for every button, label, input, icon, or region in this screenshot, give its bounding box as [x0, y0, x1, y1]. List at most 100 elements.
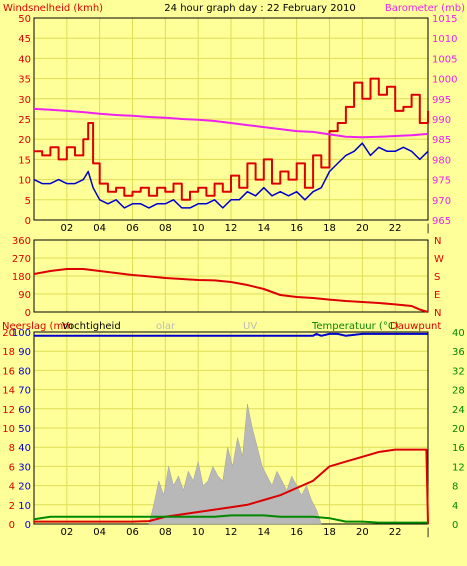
y-tick-label: 980	[432, 155, 451, 166]
x-tick-label: 08	[159, 223, 172, 234]
x-tick-label: 08	[159, 527, 172, 538]
x-tick-label: 18	[323, 527, 336, 538]
y-tick-label: 35	[18, 75, 31, 86]
y-tick-label: 50	[18, 424, 31, 435]
x-tick-label: 20	[356, 527, 369, 538]
dewpoint-line	[33, 514, 428, 524]
x-tick-label: 16	[290, 527, 303, 538]
y-tick-label: 25	[18, 115, 31, 126]
y-tick-label: 4	[9, 482, 15, 493]
y-tick-label: 0	[25, 520, 31, 531]
y-tick-label: 36	[452, 347, 465, 358]
x-tick-label: 12	[225, 223, 238, 234]
y-tick-label: 45	[18, 34, 31, 45]
barometer-ticks: 965 970 975 980 985 990 995 1000 1005 1010 1015	[432, 14, 457, 227]
x-tick-label: 12	[225, 527, 238, 538]
y-tick-label: 15	[18, 155, 31, 166]
y-tick-label: 12	[2, 405, 15, 416]
humidity-line	[34, 332, 428, 337]
y-tick-label: 970	[432, 196, 451, 207]
y-tick-label: 20	[18, 135, 31, 146]
y-tick-label: 1000	[432, 75, 457, 86]
solar-area	[148, 403, 322, 525]
dewpoint-axis-title: Dauwpunt	[390, 321, 441, 332]
y-tick-label: 32	[452, 366, 465, 377]
y-tick-label: 270	[12, 254, 31, 265]
y-tick-label: 0	[9, 520, 15, 531]
y-tick-label: 20	[2, 328, 15, 339]
temperature-ticks: 0 4 8 12 16 20 24 28 32 36 40	[452, 328, 465, 531]
y-tick-label: 14	[2, 386, 15, 397]
solar-axis-title: olar	[156, 321, 176, 332]
y-tick-label: 80	[18, 366, 31, 377]
y-tick-label: 30	[18, 95, 31, 106]
y-tick-label: 10	[18, 176, 31, 187]
direction-degree-ticks: 0 90 180 270 360	[12, 236, 31, 319]
x-tick-label: 06	[126, 223, 139, 234]
y-tick-label: 100	[12, 328, 31, 339]
x-tick-label: 02	[60, 223, 73, 234]
x-tick-label: 16	[290, 223, 303, 234]
y-tick-label: 40	[18, 443, 31, 454]
rain-axis-title: Neerslag (mm	[2, 321, 73, 332]
y-tick-label: S	[434, 272, 440, 283]
direction-series	[33, 268, 429, 313]
x-tick-label: 10	[192, 527, 205, 538]
x-tick-label: 14	[257, 527, 270, 538]
humidity-axis-title: Vochtigheid	[62, 321, 121, 332]
y-tick-label: 16	[452, 443, 465, 454]
x-tick-label: |	[426, 223, 429, 234]
y-tick-label: N	[434, 308, 441, 319]
y-tick-label: 1015	[432, 14, 457, 25]
direction-panel-frame	[33, 239, 429, 313]
y-tick-label: 975	[432, 176, 451, 187]
y-tick-label: 1005	[432, 54, 457, 65]
wind-speed-axis-title: Windsnelheid (kmh)	[3, 3, 103, 14]
wind-panel-hour-ticks: 02 04 06 08 10 12 14 16 18 20 22 |	[60, 223, 429, 234]
pressure-line	[33, 107, 429, 139]
x-tick-label: 18	[323, 223, 336, 234]
gust-line	[34, 77, 429, 201]
x-tick-label: 20	[356, 223, 369, 234]
y-tick-label: 5	[25, 196, 31, 207]
direction-panel-grid	[34, 240, 428, 312]
y-tick-label: 990	[432, 115, 451, 126]
y-tick-label: 180	[12, 272, 31, 283]
wind-panel-series	[33, 77, 429, 209]
y-tick-label: 20	[18, 482, 31, 493]
y-tick-label: 995	[432, 95, 451, 106]
y-tick-label: 18	[2, 347, 15, 358]
wind-speed-ticks: 0 5 10 15 20 25 30 35 40 45 50	[18, 14, 31, 227]
wind-panel-grid	[34, 18, 428, 220]
x-tick-label: 06	[126, 527, 139, 538]
y-tick-label: 40	[18, 54, 31, 65]
x-tick-label: 04	[93, 527, 106, 538]
temperature-axis-title: Temperatuur (°C)	[311, 321, 399, 332]
y-tick-label: 90	[18, 290, 31, 301]
rain-ticks: 0 2 4 6 8 10 12 14 16 18 20	[2, 328, 15, 531]
y-tick-label: 70	[18, 386, 31, 397]
y-tick-label: 40	[452, 328, 465, 339]
y-tick-label: 60	[18, 405, 31, 416]
x-tick-label: 14	[257, 223, 270, 234]
y-tick-label: 12	[452, 462, 465, 473]
y-tick-label: 20	[452, 424, 465, 435]
y-tick-label: 4	[452, 501, 458, 512]
y-tick-label: N	[434, 236, 441, 247]
climate-panel-hour-ticks: 02 04 06 08 10 12 14 16 18 20 22 |	[60, 527, 429, 538]
x-tick-label: 22	[389, 223, 402, 234]
y-tick-label: 90	[18, 347, 31, 358]
x-tick-label: 04	[93, 223, 106, 234]
y-tick-label: 16	[2, 366, 15, 377]
y-tick-label: 10	[2, 424, 15, 435]
y-tick-label: 1010	[432, 34, 457, 45]
x-tick-label: 02	[60, 527, 73, 538]
y-tick-label: 0	[452, 520, 458, 531]
y-tick-label: 28	[452, 386, 465, 397]
direction-line	[33, 268, 429, 313]
x-tick-label: 22	[389, 527, 402, 538]
